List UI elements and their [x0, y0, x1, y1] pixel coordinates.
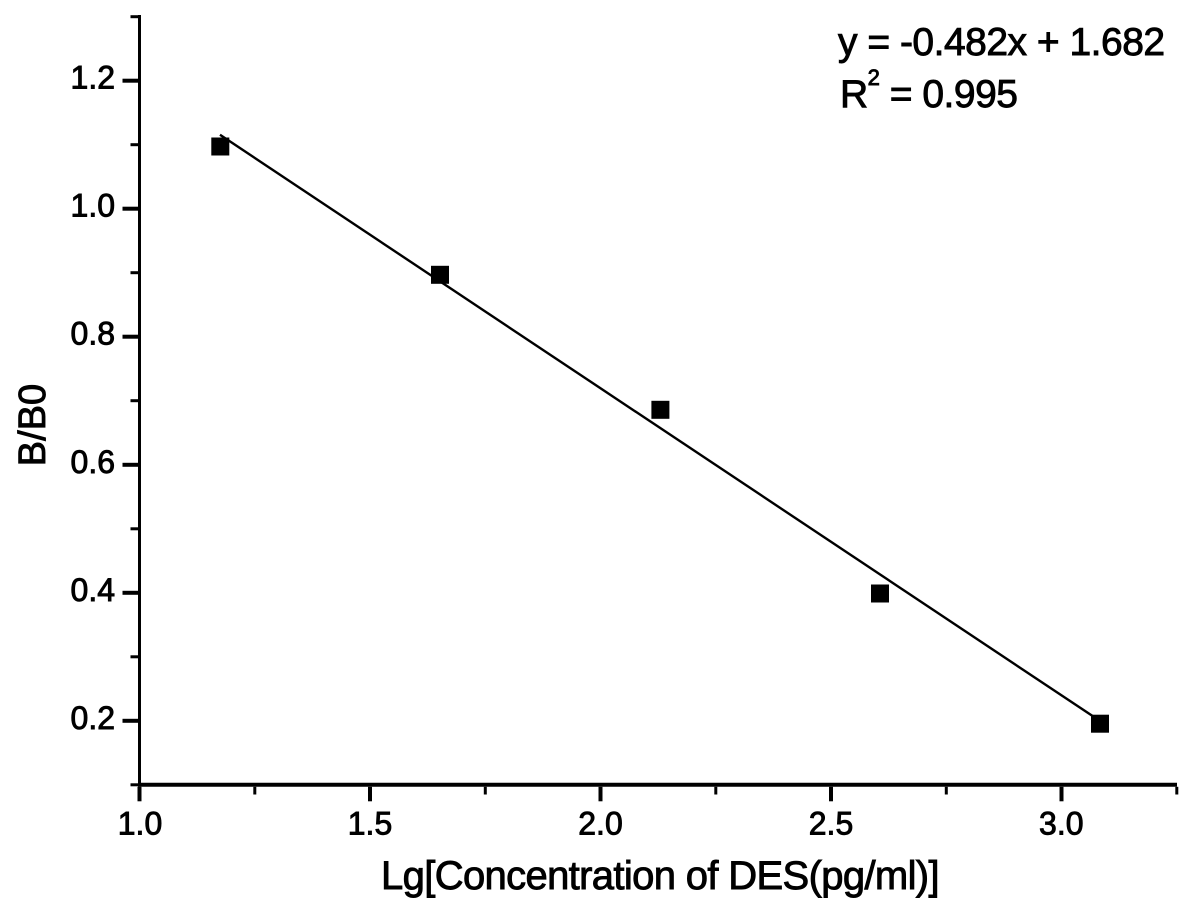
svg-text:2.0: 2.0 [578, 806, 622, 842]
svg-text:1.2: 1.2 [71, 60, 115, 96]
svg-text:0.4: 0.4 [71, 572, 115, 608]
svg-text:3.0: 3.0 [1039, 806, 1083, 842]
svg-text:Lg[Concentration of DES(pg/ml): Lg[Concentration of DES(pg/ml)] [381, 854, 939, 898]
svg-text:R2 = 0.995: R2 = 0.995 [840, 65, 1017, 116]
svg-text:2.5: 2.5 [809, 806, 853, 842]
svg-text:y = -0.482x + 1.682: y = -0.482x + 1.682 [838, 21, 1165, 64]
svg-text:1.0: 1.0 [118, 806, 162, 842]
svg-text:1.0: 1.0 [71, 188, 115, 224]
svg-text:B/B0: B/B0 [12, 384, 54, 466]
svg-text:1.5: 1.5 [348, 806, 392, 842]
svg-text:0.2: 0.2 [71, 700, 115, 736]
svg-text:0.8: 0.8 [71, 316, 115, 352]
svg-text:0.6: 0.6 [71, 444, 115, 480]
